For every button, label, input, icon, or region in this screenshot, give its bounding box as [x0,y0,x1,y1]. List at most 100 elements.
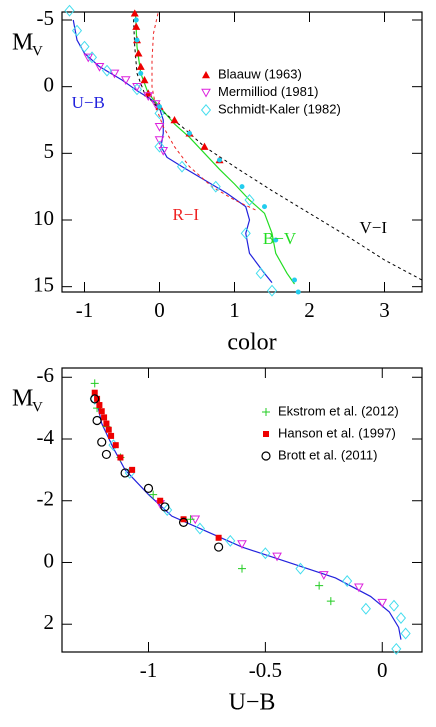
legend-label: Brott et al. (2011) [278,447,377,462]
curve [94,392,402,640]
x-tick-label: -0.5 [249,658,282,682]
marker [103,420,110,427]
marker [210,180,221,193]
marker [130,9,139,17]
marker [92,415,102,426]
marker [262,204,267,210]
marker [98,408,105,415]
y-tick-label: 0 [44,72,55,96]
marker [134,37,140,43]
marker [244,194,255,206]
marker [395,612,407,625]
marker [71,24,83,37]
marker [150,100,161,110]
marker [225,534,236,547]
annotation: B−V [263,229,297,248]
x-tick-label: 0 [154,298,165,322]
x-tick-label: -1 [140,658,158,682]
marker [240,227,251,240]
legend-label: Ekstrom et al. (2012) [278,403,399,418]
marker [255,267,266,280]
marker [143,483,154,493]
y-axis-label: M [12,30,33,56]
marker [94,395,101,402]
marker [132,22,141,30]
marker [154,107,165,120]
marker [90,379,99,388]
marker [105,426,112,433]
marker [154,140,165,153]
marker [178,517,189,527]
legend-label: Mermilliod (1981) [218,84,318,99]
y-tick-label: 15 [33,272,54,296]
x-axis-label: U−B [229,690,276,716]
marker [360,602,371,615]
marker [157,497,164,504]
marker [154,136,165,146]
marker [157,104,162,110]
marker [131,83,143,96]
marker [239,184,245,190]
marker [388,599,400,612]
marker [342,575,353,587]
legend-label: Schmidt-Kaler (1982) [218,101,341,116]
y-axis-label-sub: V [32,399,43,415]
x-tick-label: 1 [229,298,240,322]
curve [134,13,295,285]
marker [187,130,192,136]
x-tick-label: 0 [377,658,388,682]
marker [260,547,271,560]
y-tick-label: -5 [37,6,55,30]
y-tick-label: 10 [33,206,54,230]
marker [273,237,279,243]
marker [391,642,402,655]
curve [151,13,258,212]
marker [176,160,188,173]
marker [326,597,335,606]
marker [97,437,107,447]
curve [132,13,423,281]
marker [160,502,170,512]
marker [90,394,100,404]
marker [266,284,278,297]
marker [138,70,144,76]
marker [295,562,306,575]
marker [318,571,329,580]
annotation: V−I [359,218,387,237]
y-axis-label: M [12,386,33,412]
legend-marker [200,104,212,116]
legend-label: Blaauw (1963) [218,66,302,81]
marker [292,277,297,283]
marker [101,414,108,421]
marker [133,17,139,23]
marker [134,49,143,57]
y-tick-label: 0 [44,548,55,572]
marker [94,62,105,72]
marker [154,122,165,132]
marker [149,490,158,499]
x-tick-label: -1 [76,298,94,322]
marker [120,76,131,86]
marker [200,142,209,150]
marker [91,389,98,396]
marker [112,442,119,449]
marker [214,542,224,552]
marker [109,69,120,79]
x-tick-label: 2 [304,298,315,322]
marker [238,564,246,573]
x-axis-label: color [227,330,276,356]
marker [377,598,388,608]
legend-marker [202,71,210,79]
marker [272,552,282,562]
marker [120,468,130,478]
marker [64,4,75,17]
plot-frame [61,11,423,293]
marker [136,62,145,70]
marker [194,522,205,535]
y-tick-label: -4 [37,425,55,449]
marker [143,92,154,102]
marker [237,540,247,549]
x-tick-label: 3 [379,298,390,322]
